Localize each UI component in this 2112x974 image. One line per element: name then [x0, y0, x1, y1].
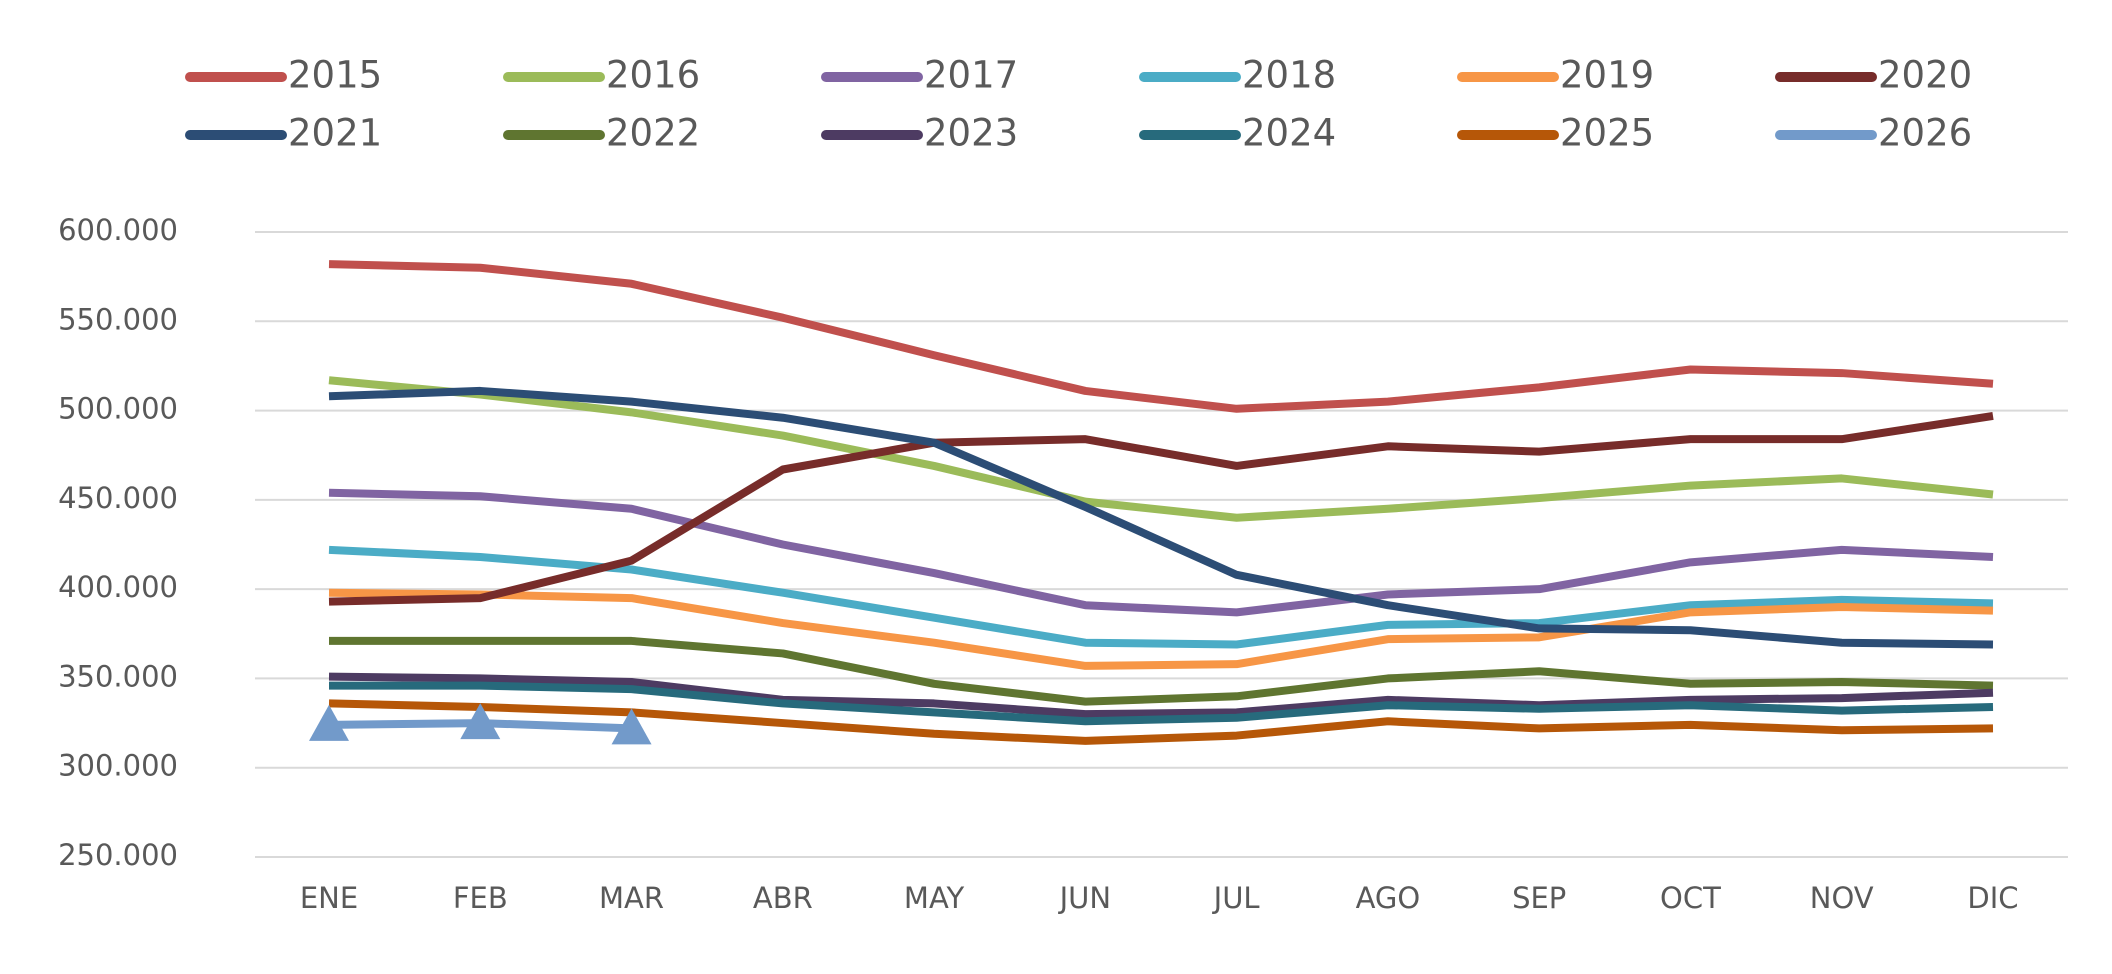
legend-label: 2025	[1560, 112, 1654, 155]
legend-label: 2021	[288, 112, 382, 155]
legend-label: 2023	[924, 112, 1018, 155]
series-line	[328, 386, 1994, 649]
series-line	[328, 672, 1994, 719]
x-tick-label: JUN	[1058, 881, 1111, 915]
x-tick-label: SEP	[1512, 881, 1566, 915]
y-tick-label: 350.000	[58, 659, 178, 693]
series-line	[328, 376, 1994, 522]
series-line	[328, 488, 1994, 617]
legend-label: 2024	[1242, 112, 1336, 155]
marker	[309, 704, 349, 741]
legend-label: 2022	[606, 112, 700, 155]
legend-label: 2018	[1242, 54, 1336, 97]
x-tick-label: DIC	[1967, 881, 2018, 915]
legend-label: 2016	[606, 54, 700, 97]
x-tick-label: OCT	[1660, 881, 1721, 915]
x-tick-label: MAY	[904, 881, 965, 915]
y-tick-label: 450.000	[58, 481, 178, 515]
series-line	[329, 681, 1994, 726]
series-line	[328, 260, 1994, 413]
x-tick-label: MAR	[599, 881, 664, 915]
series-line	[328, 411, 1994, 606]
y-tick-label: 600.000	[58, 213, 178, 247]
y-tick-label: 300.000	[58, 749, 178, 783]
x-tick-label: ABR	[753, 881, 813, 915]
y-tick-label: 250.000	[58, 838, 178, 872]
marker	[460, 703, 501, 740]
series-line	[329, 636, 1994, 706]
x-tick-label: ENE	[300, 881, 358, 915]
legend-label: 2015	[288, 54, 382, 97]
marker	[611, 708, 652, 745]
legend-label: 2026	[1878, 112, 1972, 155]
series-line	[328, 588, 1994, 670]
legend-label: 2019	[1560, 54, 1654, 97]
y-tick-label: 500.000	[58, 392, 178, 426]
legend-label: 2020	[1878, 54, 1972, 97]
y-tick-label: 400.000	[58, 570, 178, 604]
y-tick-label: 550.000	[58, 302, 178, 336]
x-tick-label: AGO	[1356, 881, 1421, 915]
x-tick-label: FEB	[453, 881, 508, 915]
legend-label: 2017	[924, 54, 1018, 97]
x-tick-label: JUL	[1212, 881, 1260, 915]
x-tick-label: NOV	[1810, 881, 1874, 915]
series-line	[328, 699, 1994, 745]
